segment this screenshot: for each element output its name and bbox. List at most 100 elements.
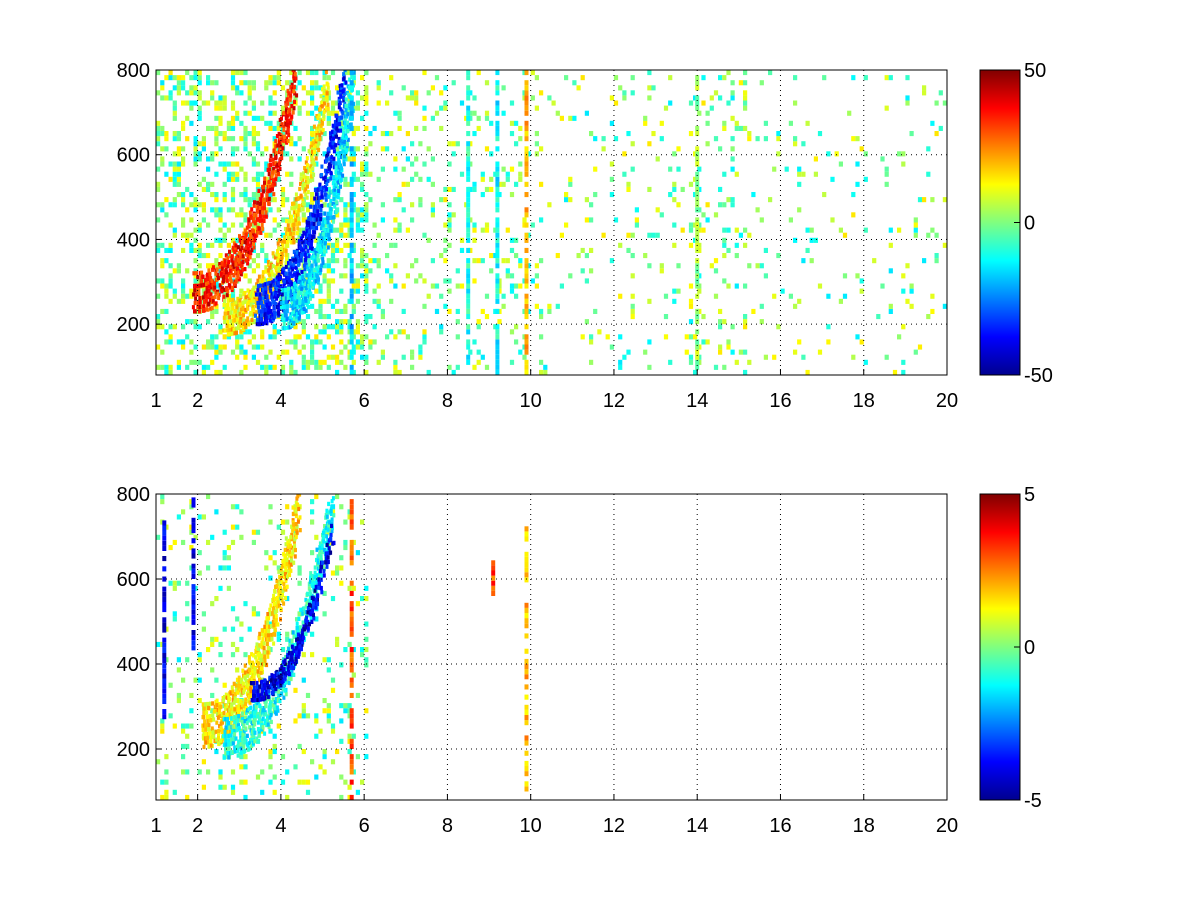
heat-cell — [206, 647, 211, 653]
heat-cell — [360, 339, 365, 345]
heat-cell — [245, 678, 248, 684]
heat-cell — [281, 239, 285, 244]
heat-cell — [280, 779, 286, 785]
heat-cell — [226, 332, 230, 337]
heat-cell — [314, 265, 318, 270]
heat-cell — [310, 499, 315, 505]
heat-cell — [405, 131, 410, 137]
heat-cell — [306, 175, 310, 181]
heat-cell — [335, 308, 340, 314]
heat-cell — [254, 313, 257, 318]
heat-cell — [247, 151, 252, 157]
heat-cell — [261, 321, 265, 326]
heat-cell — [197, 202, 202, 208]
heat-cell — [743, 80, 748, 86]
heat-cell — [231, 245, 235, 250]
heat-cell — [342, 95, 346, 101]
heat-cell — [293, 78, 297, 83]
heat-cell — [339, 94, 343, 99]
heat-cell — [279, 606, 283, 612]
heat-cell — [609, 161, 614, 167]
heat-cell — [343, 273, 348, 279]
heat-cell — [185, 364, 190, 370]
heat-cell — [202, 744, 206, 750]
heat-cell — [214, 308, 219, 314]
heat-cell — [236, 274, 240, 279]
heat-cell — [524, 258, 529, 264]
heat-cell — [339, 288, 344, 294]
heat-cell — [197, 247, 202, 253]
heat-cell — [287, 321, 291, 326]
heat-cell — [347, 794, 352, 800]
heat-cell — [322, 590, 327, 596]
heat-cell — [335, 110, 340, 116]
heat-cell — [230, 254, 234, 259]
heat-cell — [176, 151, 181, 157]
heat-cell — [205, 307, 209, 312]
heat-cell — [505, 176, 510, 182]
heat-cell — [322, 769, 327, 775]
heat-cell — [722, 202, 727, 208]
heat-cell — [258, 201, 262, 206]
heat-cell — [197, 657, 202, 663]
heat-cell — [349, 258, 354, 264]
heat-cell — [301, 319, 306, 325]
heat-cell — [768, 197, 773, 203]
heat-cell — [156, 364, 161, 370]
heat-cell — [243, 70, 248, 76]
heat-cell — [214, 136, 219, 142]
heat-cell — [364, 585, 369, 591]
heat-cell — [268, 192, 273, 198]
heat-cell — [851, 212, 856, 218]
heat-cell — [276, 354, 281, 360]
heat-cell — [484, 222, 490, 228]
heat-cell — [743, 324, 748, 330]
heat-cell — [172, 616, 177, 622]
heat-cell — [318, 204, 321, 209]
heat-cell — [466, 212, 471, 218]
heat-cell — [156, 319, 161, 325]
heat-cell — [237, 709, 240, 714]
heat-cell — [248, 243, 252, 248]
heat-cell — [319, 117, 323, 122]
heat-cell — [368, 258, 373, 264]
heat-cell — [326, 110, 331, 116]
heat-cell — [697, 288, 702, 294]
heat-cell — [310, 509, 315, 515]
heat-cell — [230, 789, 236, 795]
heat-cell — [897, 151, 902, 157]
heat-cell — [524, 171, 529, 177]
heat-cell — [335, 115, 339, 120]
heat-cell — [272, 641, 276, 646]
heat-cell — [289, 369, 294, 375]
heat-cell — [813, 171, 818, 177]
heat-cell — [218, 349, 223, 355]
heat-cell — [243, 290, 247, 296]
heat-cell — [227, 298, 231, 303]
heat-cell — [201, 784, 206, 790]
heat-cell — [271, 251, 275, 256]
heat-cell — [261, 287, 265, 292]
heat-cell — [430, 202, 435, 208]
heat-cell — [172, 105, 177, 111]
heat-cell — [172, 268, 177, 274]
heat-cell — [172, 539, 177, 545]
heat-cell — [272, 623, 276, 628]
heat-cell — [797, 166, 802, 172]
heat-cell — [185, 723, 190, 729]
heat-cell — [730, 156, 735, 162]
heat-cell — [307, 254, 311, 259]
heat-cell — [185, 115, 190, 121]
heat-cell — [267, 646, 271, 651]
heat-cell — [385, 334, 390, 340]
heat-cell — [295, 250, 299, 255]
heat-cell — [372, 242, 377, 248]
heat-cell — [743, 227, 748, 233]
heat-cell — [630, 273, 635, 279]
heat-cell — [330, 110, 336, 116]
heat-cell — [466, 268, 471, 274]
heat-cell — [318, 137, 322, 142]
heat-cell — [888, 75, 893, 81]
heat-cell — [349, 202, 354, 208]
heat-cell — [349, 288, 354, 294]
